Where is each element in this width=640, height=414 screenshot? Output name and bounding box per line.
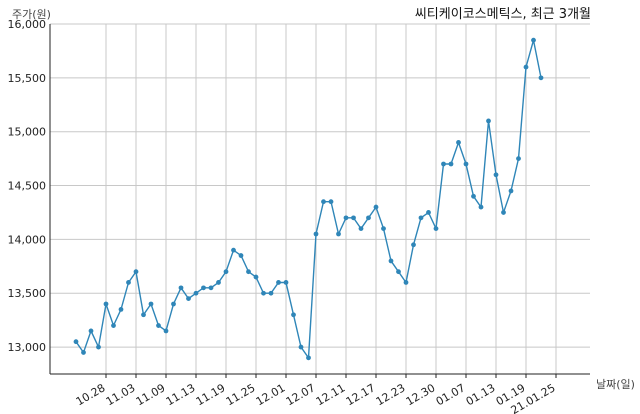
data-point <box>403 280 409 285</box>
axes <box>49 24 590 378</box>
y-axis-ticks: 13,000 13,500 14,000 14,500 15,000 15,500 16,0… <box>8 18 47 354</box>
price-series <box>73 37 544 361</box>
x-tick-label: 12.23 <box>374 381 408 408</box>
data-point <box>276 280 281 285</box>
y-tick-label: 13,500 <box>8 287 47 300</box>
data-point <box>201 285 206 291</box>
data-point <box>486 118 491 124</box>
x-tick-label: 10.28 <box>74 381 108 408</box>
data-point <box>268 290 274 296</box>
data-point <box>313 231 319 237</box>
data-point <box>246 269 251 275</box>
data-point <box>448 161 454 167</box>
data-point <box>493 172 499 178</box>
x-tick-label: 12.01 <box>254 381 288 408</box>
data-point <box>186 296 191 302</box>
data-point <box>411 242 416 248</box>
data-point <box>193 290 199 296</box>
data-point <box>103 301 109 307</box>
data-point <box>283 280 289 285</box>
grid-lines <box>50 23 590 374</box>
data-point <box>306 355 311 361</box>
data-point <box>358 226 364 232</box>
data-point <box>291 312 296 318</box>
data-point <box>141 312 146 318</box>
y-tick-label: 15,500 <box>8 72 47 85</box>
data-point <box>178 285 184 291</box>
data-point <box>523 64 529 70</box>
data-point <box>516 156 521 162</box>
data-point <box>538 75 544 81</box>
data-point <box>298 344 304 350</box>
x-axis-title: 날짜(일) <box>596 377 635 391</box>
data-point <box>156 323 161 328</box>
x-axis-ticks: 10.2811.0311.0911.1311.1911.2512.0112.07… <box>74 381 558 414</box>
y-axis-title: 주가(원) <box>12 8 51 21</box>
data-point <box>171 301 176 307</box>
data-point <box>478 204 484 210</box>
x-tick-label: 12.11 <box>314 381 348 408</box>
data-point <box>96 344 101 350</box>
data-point <box>111 323 116 328</box>
data-point <box>223 269 229 275</box>
data-point <box>148 301 154 307</box>
data-point <box>508 188 514 194</box>
data-point <box>126 280 131 285</box>
data-point <box>321 199 326 205</box>
data-point <box>261 290 266 296</box>
data-point <box>88 328 94 334</box>
data-point <box>441 161 446 167</box>
data-point <box>208 285 214 291</box>
data-point <box>351 215 356 221</box>
y-tick-label: 14,500 <box>8 180 47 193</box>
data-point <box>471 193 476 199</box>
data-point <box>163 328 169 334</box>
chart-title: 씨티케이코스메틱스, 최근 3개월 <box>415 7 591 22</box>
x-tick-label: 01.13 <box>464 381 498 408</box>
data-point <box>231 247 236 253</box>
data-point <box>216 280 221 285</box>
data-point <box>366 215 371 221</box>
data-point <box>381 226 386 232</box>
series-line <box>75 40 542 360</box>
data-point <box>118 306 124 312</box>
y-tick-label: 13,000 <box>8 341 47 354</box>
data-point <box>531 37 536 43</box>
data-point <box>253 274 259 280</box>
x-tick-label: 01.07 <box>434 381 468 408</box>
data-point <box>238 253 244 258</box>
x-tick-label: 11.13 <box>164 381 198 408</box>
data-point <box>501 210 506 215</box>
x-tick-label: 11.25 <box>224 381 258 408</box>
data-point <box>81 350 86 355</box>
x-tick-label: 11.03 <box>104 381 138 408</box>
x-tick-label: 12.30 <box>404 381 438 408</box>
data-point <box>463 161 469 167</box>
data-point <box>418 215 424 221</box>
data-point <box>456 140 461 145</box>
y-tick-label: 16,000 <box>8 18 47 31</box>
data-point <box>343 215 349 221</box>
x-tick-label: 12.17 <box>344 381 378 408</box>
data-point <box>426 210 431 215</box>
x-tick-label: 11.19 <box>194 381 228 408</box>
data-point <box>373 204 379 210</box>
data-point <box>336 231 341 237</box>
data-point <box>433 226 439 232</box>
x-tick-label: 11.09 <box>134 381 168 408</box>
data-point <box>133 269 139 275</box>
y-tick-label: 14,000 <box>8 233 47 246</box>
x-tick-label: 12.07 <box>284 381 318 408</box>
data-point <box>396 269 401 275</box>
data-point <box>388 258 394 264</box>
data-point <box>328 199 334 205</box>
y-tick-label: 15,000 <box>8 126 47 139</box>
data-point <box>73 339 79 345</box>
